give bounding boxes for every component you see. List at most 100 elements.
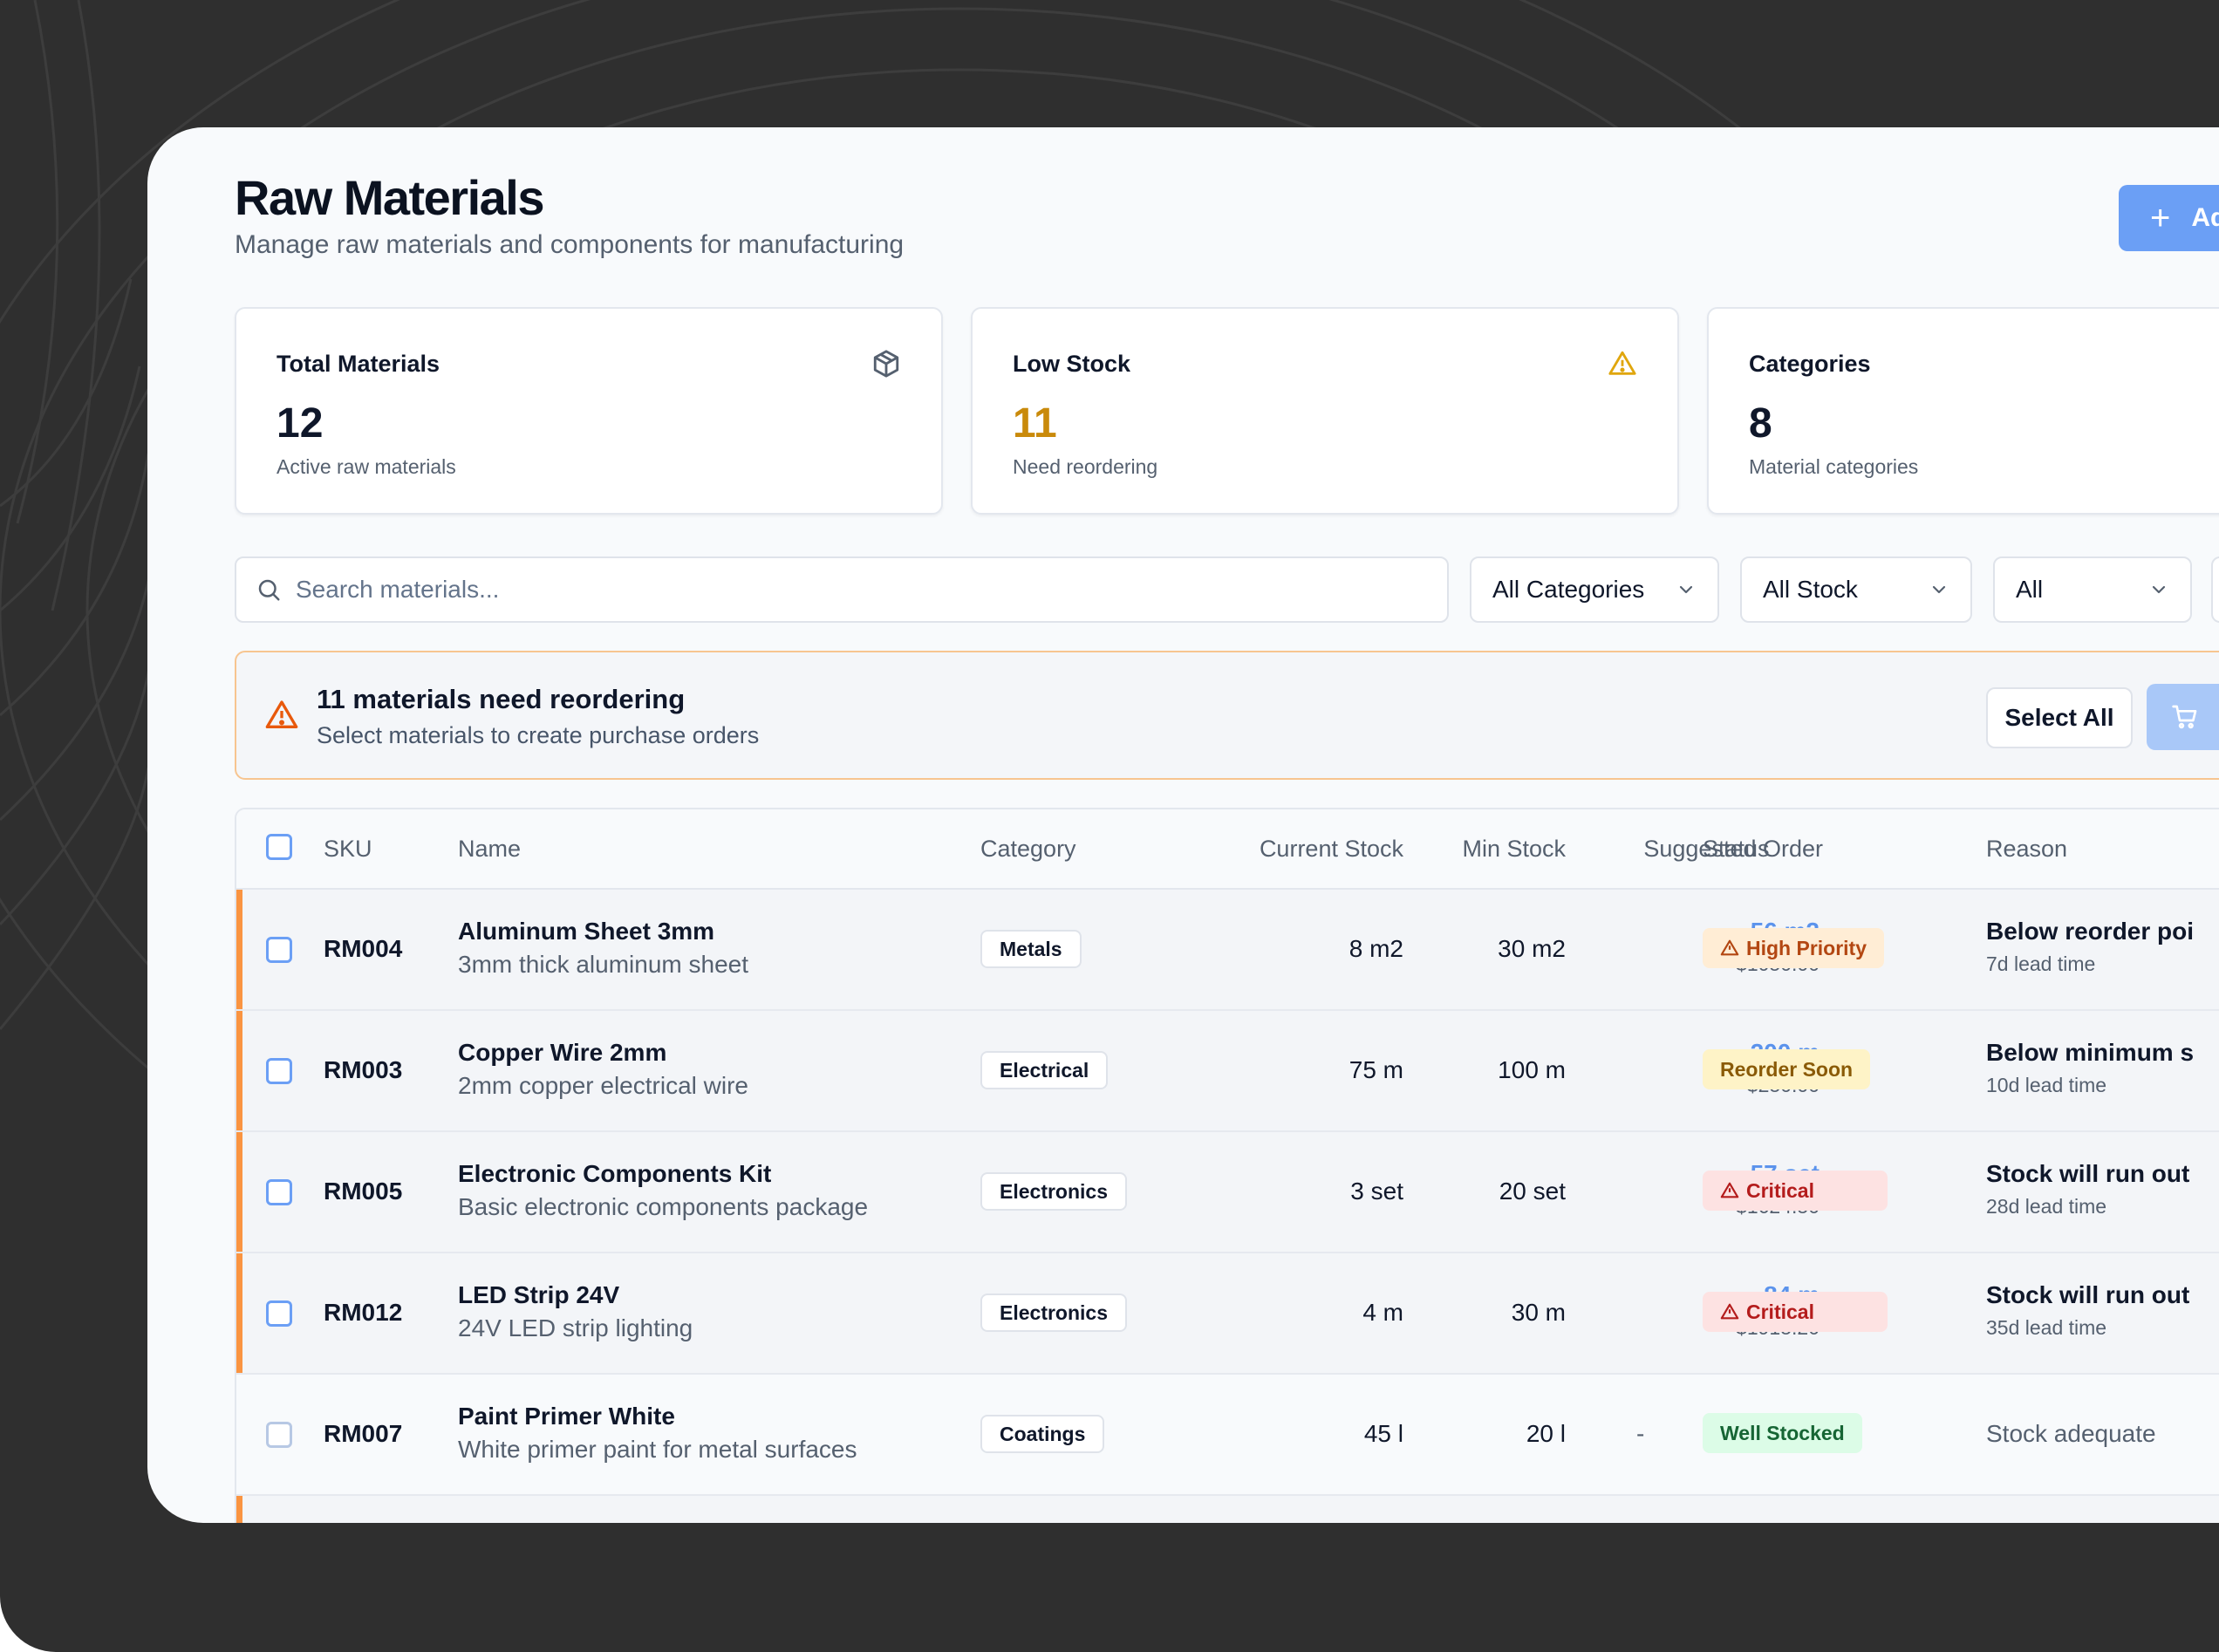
status-badge-label: Well Stocked [1720,1421,1845,1444]
stat-card-categories: Categories 8 Material categories [1707,307,2219,515]
status-badge-label: Critical [1746,1178,1814,1202]
stat-label: Categories [1749,351,1871,377]
header-status: Status [1703,836,1770,862]
row-min-stock: 20 l [1526,1420,1566,1447]
alert-title: 11 materials need reordering [317,684,686,714]
header-name: Name [458,836,522,862]
status-badge-label: High Priority [1746,936,1867,959]
row-current-stock: 75 m [1348,1056,1403,1083]
row-name: Paint Primer White [458,1403,675,1430]
row-desc: 3mm thick aluminum sheet [458,951,749,978]
page-title: Raw Materials [235,170,545,225]
warning-triangle-icon [1720,1182,1739,1198]
row-lead-time: 28d lead time [1986,1195,2107,1218]
row-priority-marker [236,1253,242,1373]
header-suggested-order: Suggested Order [1643,836,1823,862]
row-checkbox[interactable] [266,1422,292,1448]
stock-select-value: All Stock [1763,576,1858,603]
row-sku: RM005 [324,1178,403,1205]
materials-table: SKU Name Category Current Stock Min Stoc… [235,808,2219,1523]
stat-value: 8 [1749,400,1772,447]
header-category: Category [980,836,1076,862]
table-row[interactable] [236,1496,2219,1523]
row-suggested-qty: - [1636,1420,1645,1447]
row-desc: White primer paint for metal surfaces [458,1436,857,1463]
row-lead-time: 35d lead time [1986,1316,2107,1339]
search-input[interactable] [296,576,1342,604]
alert-triangle-icon [265,700,298,728]
category-badge: Coatings [980,1415,1105,1453]
shopping-cart-icon [2172,705,2197,729]
row-lead-time: 7d lead time [1986,952,2096,975]
status-badge: Reorder Soon [1703,1049,1871,1089]
select-all-button[interactable]: Select All [1986,687,2133,748]
stat-label: Total Materials [277,351,440,377]
row-name: LED Strip 24V [458,1281,620,1308]
row-min-stock: 30 m [1511,1299,1566,1326]
table-row[interactable]: RM004 Aluminum Sheet 3mm 3mm thick alumi… [236,890,2219,1011]
table-row[interactable]: RM012 LED Strip 24V 24V LED strip lighti… [236,1253,2219,1375]
chevron-down-icon [1932,585,1946,594]
status-badge: High Priority [1703,928,1885,968]
row-checkbox[interactable] [266,1179,292,1205]
warning-triangle-icon [1608,351,1636,375]
status-select-value: All [2016,576,2044,603]
row-reason: Below minimum s [1986,1039,2195,1066]
row-priority-marker [236,1496,242,1523]
row-priority-marker [236,1011,242,1130]
row-reason: Stock adequate [1986,1420,2156,1447]
add-material-button[interactable]: + Ad [2119,185,2219,251]
page-subtitle: Manage raw materials and components for … [235,230,905,259]
stat-card-total-materials: Total Materials 12 Active raw materials [235,307,943,515]
warning-triangle-icon [1720,1303,1739,1320]
stat-value: 11 [1013,400,1057,447]
chevron-down-icon [1679,585,1693,594]
app-window: Raw Materials Manage raw materials and c… [147,127,2219,1523]
row-name: Copper Wire 2mm [458,1039,667,1066]
create-purchase-order-button[interactable] [2147,684,2219,750]
plus-icon: + [2150,199,2171,237]
table-header: SKU Name Category Current Stock Min Stoc… [236,809,2219,890]
stat-desc: Active raw materials [277,455,456,478]
status-badge-label: Critical [1746,1300,1814,1323]
stock-select[interactable]: All Stock [1740,556,1972,623]
table-row[interactable]: RM005 Electronic Components Kit Basic el… [236,1132,2219,1253]
row-checkbox[interactable] [266,1058,292,1084]
row-checkbox[interactable] [266,1300,292,1327]
status-badge-label: Reorder Soon [1720,1057,1854,1081]
header-current-stock: Current Stock [1259,836,1403,862]
select-all-checkbox[interactable] [266,834,292,860]
table-row[interactable]: RM003 Copper Wire 2mm 2mm copper electri… [236,1011,2219,1132]
row-reason: Stock will run out [1986,1160,2190,1187]
chevron-down-icon [2152,585,2166,594]
row-checkbox[interactable] [266,937,292,963]
row-name: Aluminum Sheet 3mm [458,918,715,945]
header-min-stock: Min Stock [1462,836,1566,862]
stat-label: Low Stock [1013,351,1131,377]
row-sku: RM003 [324,1056,403,1083]
alert-desc: Select materials to create purchase orde… [317,722,760,748]
category-select[interactable]: All Categories [1470,556,1719,623]
status-select[interactable]: All [1993,556,2192,623]
category-badge: Electrical [980,1051,1109,1089]
row-min-stock: 100 m [1498,1056,1566,1083]
row-current-stock: 8 m2 [1348,935,1403,962]
category-badge: Metals [980,930,1082,968]
row-reason: Stock will run out [1986,1281,2190,1308]
row-current-stock: 4 m [1362,1299,1403,1326]
row-desc: Basic electronic components package [458,1193,869,1220]
search-box[interactable] [235,556,1449,623]
row-min-stock: 30 m2 [1498,935,1566,962]
stat-value: 12 [277,400,324,447]
status-badge: Well Stocked [1703,1413,1862,1453]
add-material-label: Ad [2191,203,2219,232]
row-sku: RM007 [324,1420,403,1447]
row-min-stock: 20 set [1499,1178,1566,1205]
table-row[interactable]: RM007 Paint Primer White White primer pa… [236,1375,2219,1496]
row-name: Electronic Components Kit [458,1160,772,1187]
category-badge: Electronics [980,1172,1127,1211]
reorder-alert: 11 materials need reordering Select mate… [235,651,2219,780]
extra-select[interactable] [2211,556,2219,623]
category-badge: Electronics [980,1294,1127,1332]
row-reason: Below reorder poi [1986,918,2195,945]
